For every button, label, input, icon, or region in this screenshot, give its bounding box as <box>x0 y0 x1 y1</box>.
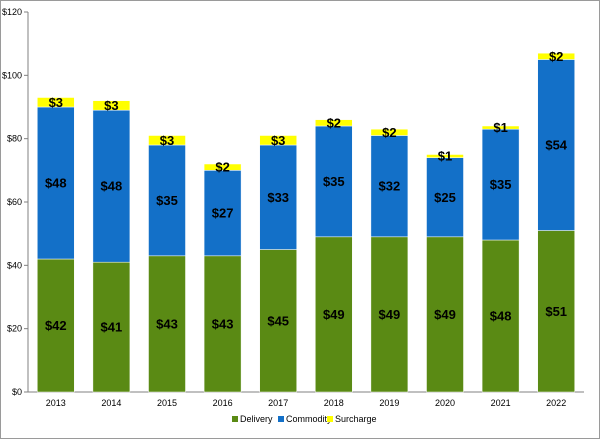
bar-commodity-2017 <box>259 144 297 250</box>
x-tick-label: 2019 <box>379 398 399 408</box>
bar-surcharge-2021 <box>481 125 520 130</box>
bar-delivery-2019 <box>370 236 409 393</box>
data-label-surcharge-2014: $3 <box>104 98 118 113</box>
y-tick-label: $20 <box>7 324 22 334</box>
bar-delivery-2016 <box>203 255 242 393</box>
bar-delivery-2020 <box>426 236 464 393</box>
legend-label-commodity: Commodity <box>286 414 332 424</box>
data-label-surcharge-2017: $3 <box>271 133 285 148</box>
bar-delivery-2013 <box>37 258 75 393</box>
bar-commodity-2021 <box>481 128 520 241</box>
legend-swatch-commodity <box>278 416 284 422</box>
data-label-delivery-2013: $42 <box>45 318 67 333</box>
bar-surcharge-2019 <box>370 128 409 136</box>
bar-commodity-2014 <box>92 109 131 263</box>
data-label-delivery-2022: $51 <box>545 304 567 319</box>
y-tick-label: $120 <box>2 7 22 17</box>
y-tick-label: $100 <box>2 70 22 80</box>
bar-commodity-2015 <box>148 144 186 257</box>
bar-surcharge-2015 <box>148 135 186 146</box>
data-label-surcharge-2020: $1 <box>438 149 452 164</box>
bar-commodity-2018 <box>315 125 353 238</box>
data-label-delivery-2014: $41 <box>101 320 123 335</box>
data-label-delivery-2018: $49 <box>323 307 345 322</box>
data-label-commodity-2016: $27 <box>212 206 234 221</box>
bar-delivery-2014 <box>92 261 131 393</box>
x-tick-label: 2018 <box>324 398 344 408</box>
x-tick-label: 2015 <box>157 398 177 408</box>
legend-label-surcharge: Surcharge <box>335 414 377 424</box>
x-tick-label: 2013 <box>46 398 66 408</box>
x-tick-label: 2014 <box>101 398 121 408</box>
y-tick-label: $0 <box>12 387 22 397</box>
x-tick-label: 2021 <box>491 398 511 408</box>
data-label-surcharge-2016: $2 <box>215 160 229 175</box>
data-label-surcharge-2018: $2 <box>327 115 341 130</box>
x-tick-label: 2020 <box>435 398 455 408</box>
x-tick-label: 2017 <box>268 398 288 408</box>
bar-surcharge-2017 <box>259 135 297 146</box>
bar-commodity-2022 <box>537 59 575 231</box>
bar-delivery-2021 <box>481 239 520 393</box>
y-tick-label: $80 <box>7 134 22 144</box>
y-tick-label: $40 <box>7 260 22 270</box>
legend-label-delivery: Delivery <box>240 414 273 424</box>
data-label-commodity-2017: $33 <box>267 190 289 205</box>
data-label-delivery-2020: $49 <box>434 307 456 322</box>
bar-commodity-2016 <box>203 170 242 257</box>
data-label-commodity-2022: $54 <box>545 138 567 153</box>
data-label-surcharge-2022: $2 <box>549 49 563 64</box>
bar-delivery-2017 <box>259 249 297 393</box>
data-label-delivery-2021: $48 <box>490 309 512 324</box>
data-label-commodity-2013: $48 <box>45 176 67 191</box>
bar-surcharge-2016 <box>203 163 242 171</box>
data-label-delivery-2016: $43 <box>212 316 234 331</box>
bar-delivery-2022 <box>537 230 575 393</box>
bar-surcharge-2022 <box>537 52 575 60</box>
bar-surcharge-2013 <box>37 97 75 108</box>
data-label-commodity-2021: $35 <box>490 177 512 192</box>
bar-delivery-2018 <box>315 236 353 393</box>
data-label-surcharge-2021: $1 <box>493 120 507 135</box>
bar-surcharge-2018 <box>315 119 353 127</box>
data-label-delivery-2015: $43 <box>156 316 178 331</box>
legend-swatch-delivery <box>232 416 238 422</box>
bar-commodity-2020 <box>426 157 464 238</box>
data-label-commodity-2015: $35 <box>156 193 178 208</box>
data-label-surcharge-2019: $2 <box>382 125 396 140</box>
x-tick-label: 2022 <box>546 398 566 408</box>
data-label-commodity-2014: $48 <box>101 179 123 194</box>
data-label-delivery-2017: $45 <box>267 313 289 328</box>
data-label-commodity-2019: $32 <box>379 179 401 194</box>
y-tick-label: $60 <box>7 197 22 207</box>
data-label-delivery-2019: $49 <box>379 307 401 322</box>
x-tick-label: 2016 <box>213 398 233 408</box>
bar-commodity-2013 <box>37 106 75 260</box>
bar-surcharge-2014 <box>92 100 131 111</box>
legend-swatch-surcharge <box>327 416 333 422</box>
bar-surcharge-2020 <box>426 154 464 158</box>
data-label-commodity-2020: $25 <box>434 190 456 205</box>
data-label-commodity-2018: $35 <box>323 174 345 189</box>
data-label-surcharge-2013: $3 <box>49 95 63 110</box>
data-label-surcharge-2015: $3 <box>160 133 174 148</box>
